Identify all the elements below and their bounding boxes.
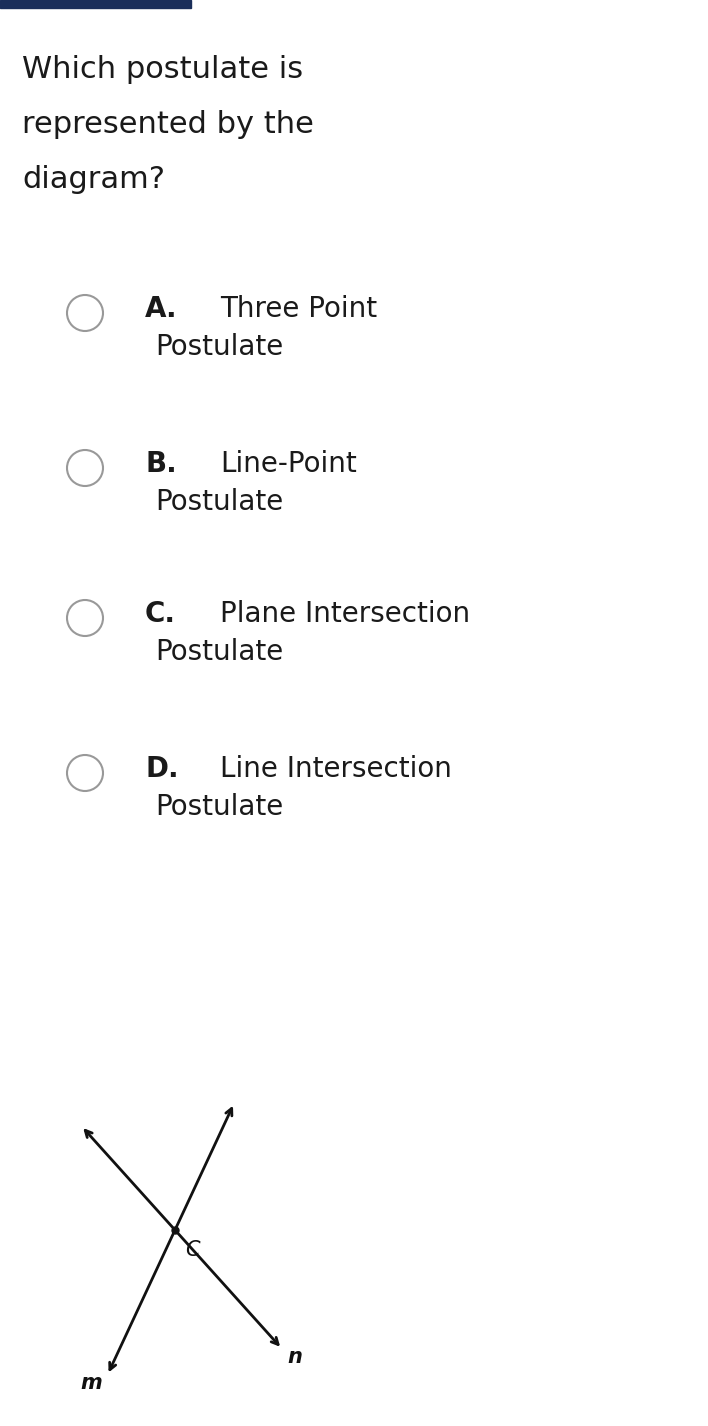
Text: Postulate: Postulate [155,637,283,666]
Text: C.: C. [145,600,176,627]
Text: Line Intersection: Line Intersection [220,754,452,783]
Text: Line-Point: Line-Point [220,451,357,478]
Text: diagram?: diagram? [22,165,165,194]
Text: D.: D. [145,754,178,783]
Text: n: n [287,1348,302,1368]
Text: Three Point: Three Point [220,295,377,324]
Text: B.: B. [145,451,177,478]
Text: A.: A. [145,295,178,324]
Text: m: m [81,1373,103,1393]
Text: Which postulate is: Which postulate is [22,56,303,84]
Text: Postulate: Postulate [155,793,283,821]
Text: Postulate: Postulate [155,334,283,361]
Text: represented by the: represented by the [22,110,314,138]
Bar [0,0,191,9]
Text: C: C [185,1241,200,1261]
Text: Plane Intersection: Plane Intersection [220,600,470,627]
Text: Postulate: Postulate [155,488,283,516]
